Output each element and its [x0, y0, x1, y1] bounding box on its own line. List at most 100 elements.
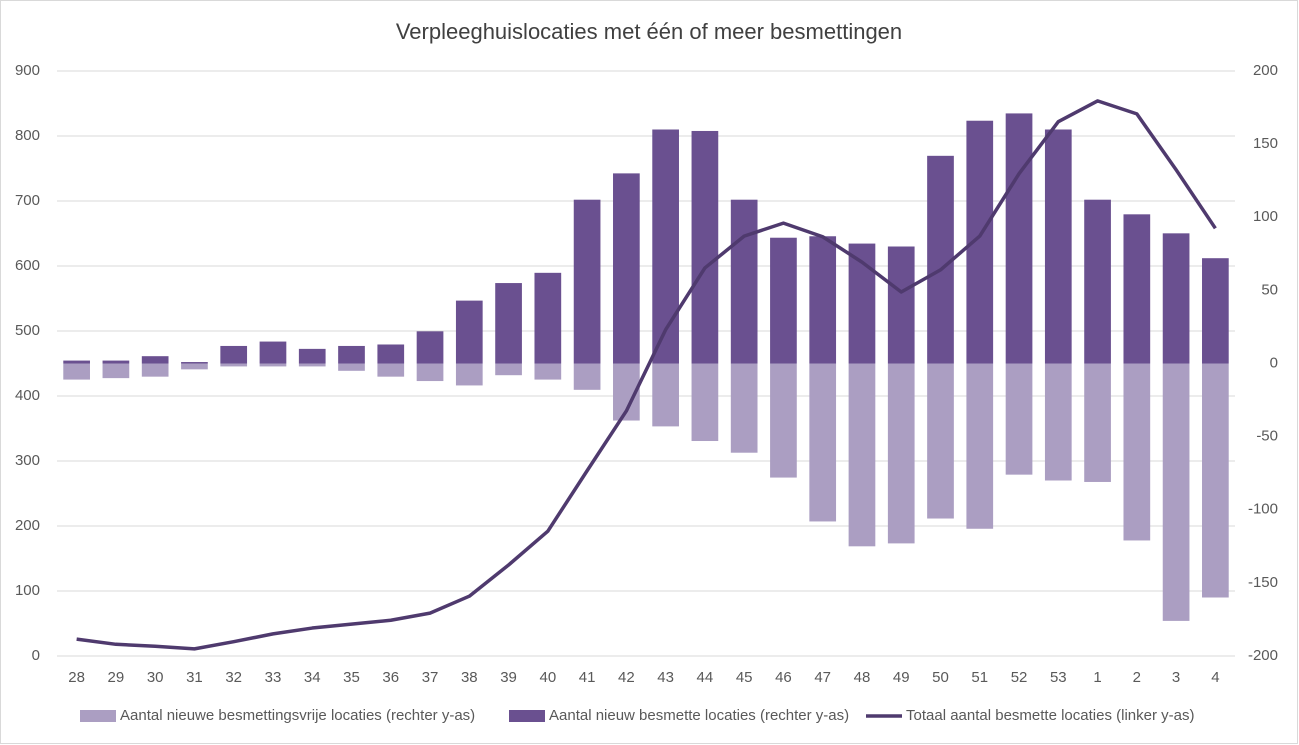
bar	[338, 345, 365, 364]
bar	[652, 363, 679, 427]
x-tick-label: 1	[1093, 669, 1101, 686]
bar	[181, 362, 208, 364]
bar	[809, 363, 837, 522]
bar	[730, 363, 758, 453]
bar	[887, 246, 915, 364]
x-tick-label: 46	[775, 669, 792, 686]
bar	[1005, 363, 1033, 475]
x-tick-label: 32	[225, 669, 242, 686]
x-tick-label: 30	[147, 669, 164, 686]
bar	[1044, 363, 1072, 481]
bar	[63, 363, 90, 380]
x-tick-label: 47	[814, 669, 831, 686]
y2-tick-label: 50	[1261, 281, 1278, 298]
bar	[770, 237, 797, 364]
bar	[1162, 363, 1190, 621]
bar	[848, 363, 876, 547]
bar	[652, 129, 679, 364]
chart-title: Verpleeghuislocaties met één of meer bes…	[396, 19, 902, 44]
bar	[573, 199, 601, 364]
bar	[141, 363, 169, 377]
x-tick-label: 29	[108, 669, 125, 686]
bar	[534, 272, 562, 364]
line	[76, 99, 1217, 651]
bar	[927, 363, 954, 519]
bar	[1084, 363, 1111, 482]
x-tick-label: 52	[1011, 669, 1028, 686]
x-tick-label: 34	[304, 669, 321, 686]
bar	[495, 363, 522, 376]
bar	[416, 363, 444, 382]
y2-tick-label: -200	[1248, 647, 1278, 664]
x-tick-label: 51	[971, 669, 988, 686]
bar	[63, 360, 90, 364]
y2-tick-label: -150	[1248, 574, 1278, 591]
bar	[259, 341, 287, 364]
y-tick-label: 600	[15, 257, 40, 274]
bar	[495, 283, 522, 364]
x-tick-label: 4	[1211, 669, 1219, 686]
y2-tick-label: -100	[1248, 501, 1278, 518]
y2-tick-label: 200	[1253, 62, 1278, 79]
bar	[298, 363, 326, 367]
y2-tick-label: -50	[1256, 428, 1278, 445]
bar	[220, 363, 248, 367]
bar	[338, 363, 365, 371]
x-tick-label: 28	[68, 669, 85, 686]
x-tick-label: 42	[618, 669, 635, 686]
y-tick-label: 700	[15, 192, 40, 209]
bar	[455, 300, 483, 364]
y-tick-label: 0	[32, 647, 40, 664]
bar	[416, 331, 444, 364]
bar	[1202, 363, 1229, 598]
x-tick-label: 39	[500, 669, 517, 686]
bar	[534, 363, 562, 380]
bar	[966, 363, 994, 529]
x-tick-label: 2	[1133, 669, 1141, 686]
bar	[809, 236, 837, 364]
x-tick-label: 44	[697, 669, 714, 686]
y-tick-label: 100	[15, 582, 40, 599]
legend-swatch	[509, 710, 545, 722]
x-tick-label: 3	[1172, 669, 1180, 686]
x-tick-label: 31	[186, 669, 203, 686]
y-tick-label: 200	[15, 517, 40, 534]
bar	[1162, 233, 1190, 364]
x-tick-label: 50	[932, 669, 949, 686]
bar	[102, 360, 130, 364]
bar	[1123, 363, 1151, 541]
y-tick-label: 900	[15, 62, 40, 79]
x-tick-label: 49	[893, 669, 910, 686]
x-tick-label: 33	[265, 669, 282, 686]
y2-tick-label: 0	[1270, 354, 1278, 371]
legend-label: Aantal nieuw besmette locaties (rechter …	[549, 707, 849, 724]
x-tick-label: 37	[422, 669, 439, 686]
bar	[455, 363, 483, 386]
bar	[102, 363, 130, 379]
legend-swatch	[80, 710, 116, 722]
legend-label: Aantal nieuwe besmettingsvrije locaties …	[120, 707, 475, 724]
bar	[1044, 129, 1072, 364]
bar	[141, 356, 169, 364]
bar	[613, 173, 640, 364]
bar	[1005, 113, 1033, 364]
y2-tick-label: 150	[1253, 135, 1278, 152]
bar	[220, 345, 248, 364]
y2-tick-label: 100	[1253, 208, 1278, 225]
bar	[1084, 199, 1111, 364]
bar	[259, 363, 287, 367]
bar	[927, 155, 954, 364]
y-tick-label: 800	[15, 127, 40, 144]
x-tick-label: 36	[382, 669, 399, 686]
y-tick-label: 300	[15, 452, 40, 469]
bar	[377, 363, 405, 377]
bar	[1202, 258, 1229, 364]
bar	[298, 348, 326, 364]
x-tick-label: 35	[343, 669, 360, 686]
x-tick-label: 48	[854, 669, 871, 686]
x-tick-label: 53	[1050, 669, 1067, 686]
bar	[377, 344, 405, 364]
bar	[730, 199, 758, 364]
